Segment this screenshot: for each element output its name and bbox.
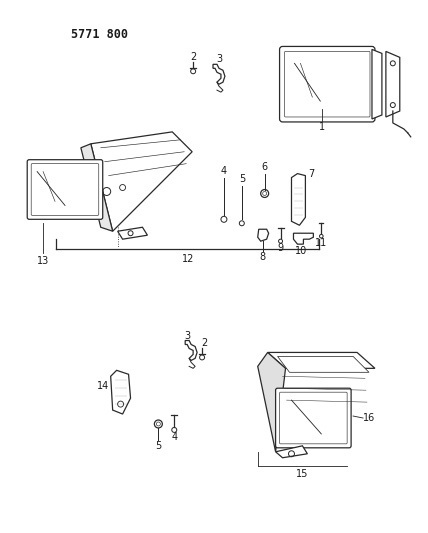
Polygon shape [118,227,147,239]
Text: 10: 10 [295,246,308,256]
Text: 4: 4 [221,166,227,176]
Polygon shape [213,64,225,84]
Polygon shape [268,352,375,368]
Text: 14: 14 [97,381,109,391]
Text: 6: 6 [262,161,268,172]
Polygon shape [81,144,113,231]
Text: 2: 2 [201,338,207,349]
Text: 9: 9 [277,243,284,253]
Polygon shape [386,51,400,117]
Text: 11: 11 [315,238,327,248]
Polygon shape [291,174,306,225]
Text: 3: 3 [184,330,190,341]
Polygon shape [258,229,269,241]
FancyBboxPatch shape [276,388,351,448]
Polygon shape [294,233,313,244]
Polygon shape [111,370,131,414]
Text: 1: 1 [319,122,325,132]
FancyBboxPatch shape [27,160,103,219]
Text: 5771 800: 5771 800 [71,28,128,41]
Text: 15: 15 [296,469,309,479]
Polygon shape [258,352,285,452]
Text: 12: 12 [182,254,194,264]
Text: 5: 5 [155,441,161,451]
Text: 13: 13 [37,256,49,266]
FancyBboxPatch shape [279,46,375,122]
Text: 5: 5 [239,174,245,183]
Text: 3: 3 [216,54,222,64]
Polygon shape [278,357,369,373]
Polygon shape [185,341,197,360]
Text: 4: 4 [171,432,177,442]
Text: 8: 8 [260,252,266,262]
Polygon shape [372,50,382,119]
Polygon shape [276,446,307,458]
Text: 16: 16 [363,413,375,423]
Text: 7: 7 [308,168,315,179]
Polygon shape [91,132,192,231]
Text: 2: 2 [190,52,196,62]
